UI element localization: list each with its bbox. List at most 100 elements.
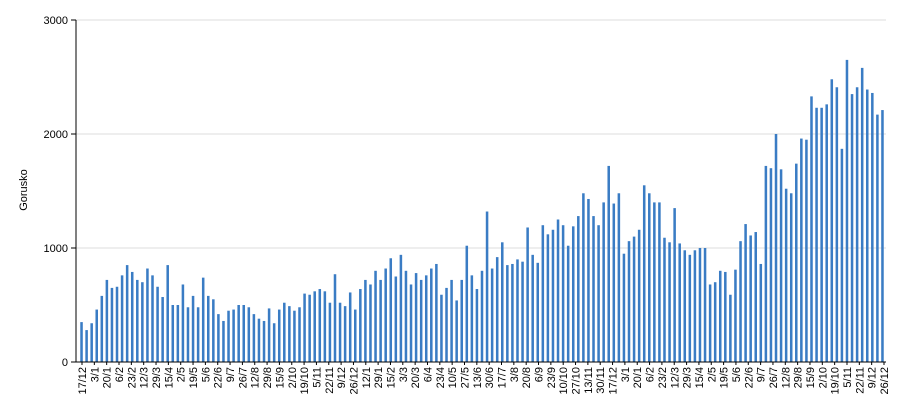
bar (871, 92, 874, 363)
bar (561, 225, 565, 362)
bar (521, 261, 524, 362)
bar (708, 284, 712, 362)
x-tick-label: 5/6 (200, 367, 212, 382)
bar (536, 262, 540, 362)
bar (308, 294, 311, 362)
x-tick-label: 5/11 (842, 367, 854, 388)
bar (830, 79, 834, 362)
x-tick-label: 3/3 (398, 367, 410, 382)
bar (637, 229, 641, 362)
y-tick-label: 0 (62, 357, 68, 369)
x-tick-label: 26/12 (348, 367, 360, 395)
bar (506, 265, 509, 362)
bar (501, 242, 504, 362)
bar (622, 253, 626, 362)
bar (744, 224, 747, 362)
bar (713, 282, 717, 362)
bar (648, 193, 651, 362)
x-tick-label: 3/1 (620, 367, 632, 382)
bar (293, 310, 296, 362)
bar (130, 271, 134, 362)
bar (840, 148, 844, 362)
bar (171, 305, 175, 362)
bar (627, 241, 631, 362)
bar (384, 268, 387, 362)
x-tick-label: 12/3 (669, 367, 681, 388)
x-tick-label: 29/1 (373, 367, 385, 388)
bar (653, 202, 656, 362)
bar (95, 309, 98, 362)
bar (252, 314, 256, 362)
bar (186, 307, 190, 362)
bar (313, 291, 316, 362)
bar (125, 265, 129, 362)
x-axis: 17/12 3/1 20/1 6/2 23/2 12/3 29/3 15/4 2/5 19/5 5/… (76, 361, 891, 395)
x-tick-label: 20/8 (521, 367, 533, 388)
bar (470, 275, 474, 362)
x-tick-label: 23/9 (546, 367, 558, 388)
x-tick-label: 10/5 (447, 367, 459, 388)
bar (389, 258, 393, 362)
bar (435, 263, 438, 362)
x-tick-label: 19/5 (719, 367, 731, 388)
bar (784, 188, 788, 362)
bar (718, 270, 722, 362)
x-tick-label: 5/6 (731, 367, 743, 382)
x-tick-label: 22/6 (213, 367, 225, 388)
bar (237, 305, 240, 362)
bar (698, 248, 702, 362)
x-tick-label: 19/5 (188, 367, 200, 388)
bar (414, 273, 418, 362)
bar (663, 237, 666, 362)
y-axis-label: Gorusko (18, 169, 30, 211)
bar (288, 306, 291, 362)
bar (688, 254, 692, 362)
bar (602, 202, 605, 362)
bar (141, 282, 144, 362)
bar (815, 107, 818, 362)
x-tick-label: 9/12 (867, 367, 879, 388)
bar (298, 307, 301, 362)
x-tick-label: 22/6 (743, 367, 755, 388)
bar (354, 309, 357, 362)
bar (262, 320, 266, 362)
x-tick-label: 12/3 (139, 367, 151, 388)
bar (374, 270, 377, 362)
bar (232, 309, 235, 362)
x-tick-label: 27/5 (459, 367, 471, 388)
x-tick-label: 3/8 (509, 367, 521, 382)
bar (460, 279, 463, 362)
bar (592, 216, 595, 362)
bar (455, 300, 458, 362)
bar (430, 268, 433, 362)
x-tick-label: 19/10 (299, 367, 311, 395)
x-tick-label: 20/1 (632, 367, 644, 388)
y-tick-label: 1000 (44, 243, 68, 255)
x-tick-label: 9/7 (756, 367, 768, 382)
y-axis: 0 1000 2000 3000 (44, 15, 77, 369)
x-tick-label: 29/3 (151, 367, 163, 388)
x-tick-label: 26/7 (237, 367, 249, 388)
bar (642, 185, 646, 362)
bar (825, 104, 828, 363)
x-tick-label: 15/2 (385, 367, 397, 388)
x-tick-label: 3/1 (89, 367, 101, 382)
bar (795, 163, 798, 362)
x-tick-label: 29/8 (793, 367, 805, 388)
bar (582, 193, 585, 362)
bar (865, 89, 869, 362)
bar (632, 236, 636, 362)
x-tick-label: 15/4 (694, 367, 706, 388)
bar (369, 284, 372, 362)
bar (85, 330, 88, 362)
bar (800, 138, 803, 362)
bar (338, 302, 342, 362)
bar (703, 248, 707, 362)
bar (394, 276, 398, 362)
bar (409, 284, 413, 362)
bar (480, 270, 484, 362)
bar (693, 250, 697, 362)
bar (546, 234, 550, 362)
gridlines (76, 19, 886, 249)
x-tick-label: 23/2 (126, 367, 138, 388)
